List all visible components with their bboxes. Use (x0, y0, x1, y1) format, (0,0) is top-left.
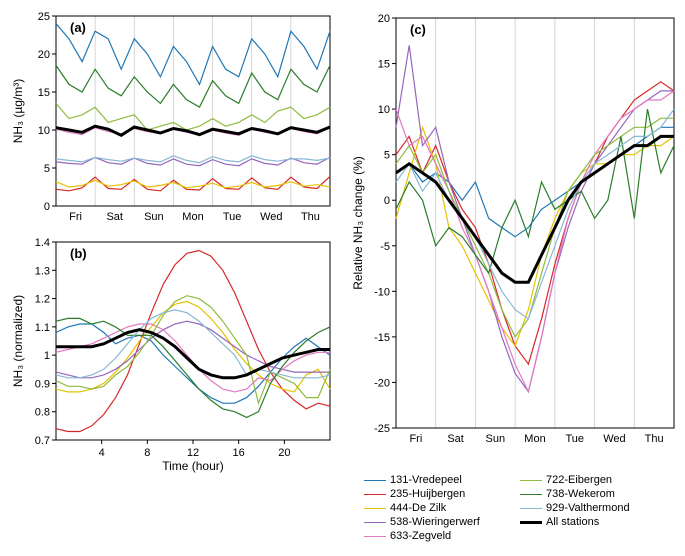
ytick-label: 0.8 (35, 407, 50, 419)
ytick-label: -20 (374, 377, 390, 389)
legend-label: 929-Valthermond (546, 502, 630, 514)
legend-item: 235-Huijbergen (364, 488, 520, 500)
panel-a-svg: Fri Sat Sun Mon Tue Wed Thu 0 5 10 15 20 25 NH₃ (µg/m… (8, 8, 338, 228)
ytick-label: 5 (44, 163, 50, 175)
legend-label: All stations (546, 516, 599, 528)
series-line (56, 176, 330, 190)
xtick-label: Thu (301, 211, 320, 223)
ytick-label: 0 (44, 201, 50, 213)
ytick-label: 10 (378, 104, 390, 116)
ytick-label: -5 (380, 241, 390, 253)
xtick-label: 12 (187, 447, 199, 459)
xtick-label: Wed (603, 433, 625, 445)
y-axis-label: Relative NH₃ change (%) (351, 156, 365, 290)
ytick-label: 20 (38, 49, 50, 61)
panel-label: (b) (70, 246, 87, 261)
legend-swatch (520, 521, 542, 524)
panel-c: Fri Sat Sun Mon Tue Wed Thu -25 -20 -15 -10 -5 0 5 10 1… (344, 8, 684, 464)
panel-b-svg: 4 8 12 16 20 0.7 0.8 0.9 1 1.1 1.2 1.3 1.4 NH₃ (norma… (8, 234, 338, 474)
series-line (56, 310, 330, 378)
xtick-label: Sat (447, 433, 464, 445)
panel-label: (a) (70, 20, 86, 35)
xtick-label: Fri (69, 211, 82, 223)
legend-item: 131-Vredepeel (364, 474, 520, 486)
ytick-label: 15 (38, 87, 50, 99)
legend: 131-Vredepeel 722-Eibergen 235-Huijbergen 7… (344, 470, 684, 550)
panel-label: (c) (410, 22, 426, 37)
legend-item: 722-Eibergen (520, 474, 676, 486)
y-axis-label: NH₃ (normalized) (11, 295, 25, 387)
ytick-label: 20 (378, 13, 390, 25)
ytick-label: 15 (378, 59, 390, 71)
legend-label: 722-Eibergen (546, 474, 612, 486)
xtick-label: Fri (409, 433, 422, 445)
xtick-label: Tue (565, 433, 584, 445)
ytick-label: -10 (374, 286, 390, 298)
legend-item: 444-De Zilk (364, 502, 520, 514)
ytick-label: 1.4 (35, 237, 50, 249)
legend-swatch (364, 522, 386, 523)
legend-item: 633-Zegveld (364, 530, 520, 542)
ytick-label: 0 (384, 195, 390, 207)
ytick-label: 1.1 (35, 322, 50, 334)
series-line (396, 127, 674, 236)
series-line (56, 321, 330, 378)
xtick-label: Sun (144, 211, 164, 223)
legend-item: 738-Wekerom (520, 488, 676, 500)
ytick-label: 25 (38, 11, 50, 23)
ytick-label: 0.7 (35, 435, 50, 447)
xtick-label: 16 (233, 447, 245, 459)
figure-container: FriSatSunMonTueWedThu0510152025NH₃ (µg/m… (8, 8, 677, 550)
xtick-label: Mon (524, 433, 545, 445)
ytick-label: -15 (374, 332, 390, 344)
ytick-label: 5 (384, 150, 390, 162)
panel-c-svg: Fri Sat Sun Mon Tue Wed Thu -25 -20 -15 -10 -5 0 5 10 1… (344, 8, 684, 458)
xtick-label: Sat (106, 211, 123, 223)
ytick-label: 10 (38, 125, 50, 137)
legend-label: 633-Zegveld (390, 530, 451, 542)
legend-label: 538-Wieringerwerf (390, 516, 480, 528)
ytick-label: -25 (374, 423, 390, 435)
legend-item: 538-Wieringerwerf (364, 516, 520, 528)
xtick-label: Wed (260, 211, 282, 223)
legend-label: 738-Wekerom (546, 488, 615, 500)
series-line (396, 82, 674, 364)
legend-swatch (520, 494, 542, 495)
xtick-label: Thu (645, 433, 664, 445)
legend-swatch (364, 494, 386, 495)
legend-swatch (520, 508, 542, 509)
x-axis-label: Time (hour) (162, 459, 224, 473)
xtick-label: 8 (144, 447, 150, 459)
legend-item: 929-Valthermond (520, 502, 676, 514)
xtick-label: Tue (223, 211, 242, 223)
legend-label: 131-Vredepeel (390, 474, 462, 486)
xtick-label: 20 (278, 447, 290, 459)
xtick-label: Mon (182, 211, 203, 223)
ytick-label: 1 (44, 350, 50, 362)
xtick-label: 4 (99, 447, 105, 459)
ytick-label: 1.3 (35, 265, 50, 277)
legend-swatch (364, 480, 386, 481)
legend-swatch (364, 536, 386, 537)
y-axis-label: NH₃ (µg/m³) (11, 79, 25, 143)
legend-label: 444-De Zilk (390, 502, 446, 514)
ytick-label: 0.9 (35, 378, 50, 390)
series-line (56, 318, 330, 417)
series-line (56, 65, 330, 107)
panel-b: 4 8 12 16 20 0.7 0.8 0.9 1 1.1 1.2 1.3 1.4 NH₃ (norma… (8, 234, 338, 550)
series-line (56, 156, 330, 163)
legend-swatch (364, 508, 386, 509)
series-line (56, 180, 330, 188)
panel-a: Fri Sat Sun Mon Tue Wed Thu 0 5 10 15 20 25 NH₃ (µg/m… (8, 8, 338, 228)
legend-swatch (520, 480, 542, 481)
legend-label: 235-Huijbergen (390, 488, 465, 500)
series-line (396, 109, 674, 319)
xtick-label: Sun (485, 433, 505, 445)
ytick-label: 1.2 (35, 294, 50, 306)
legend-item: All stations (520, 516, 676, 528)
